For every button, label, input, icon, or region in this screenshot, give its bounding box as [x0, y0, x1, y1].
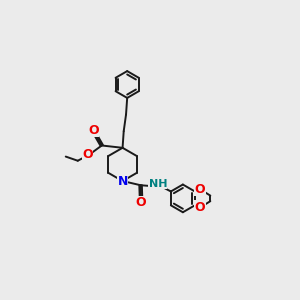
Text: O: O: [195, 201, 205, 214]
Text: O: O: [82, 148, 93, 161]
Text: N: N: [117, 175, 128, 188]
Text: NH: NH: [149, 179, 167, 189]
Text: O: O: [195, 183, 205, 196]
Text: O: O: [136, 196, 146, 209]
Text: O: O: [88, 124, 99, 137]
